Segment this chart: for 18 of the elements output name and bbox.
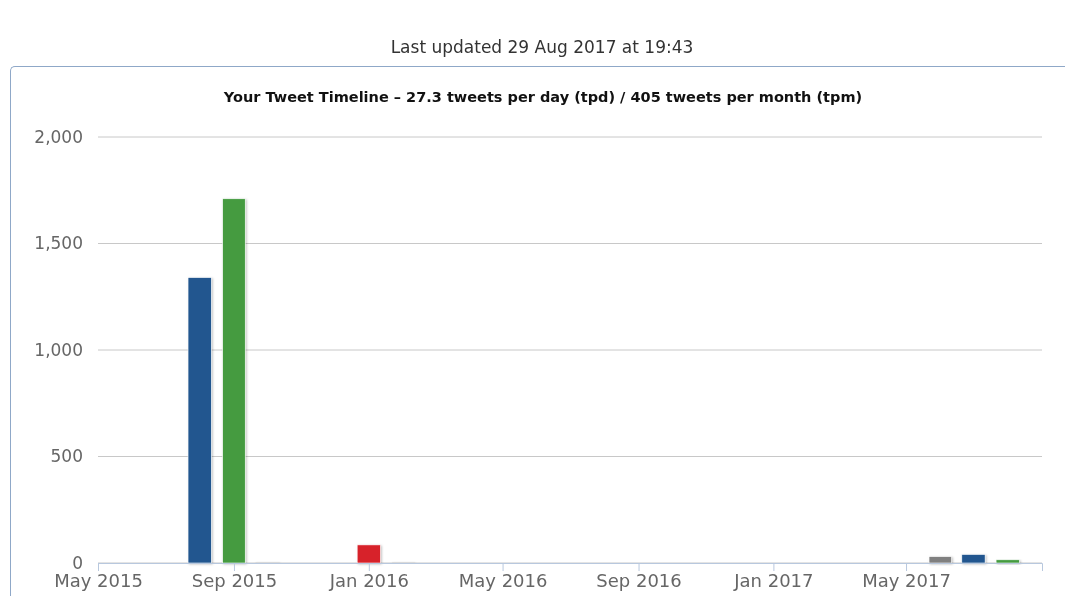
x-tick-label: May 2017 [862, 569, 951, 591]
bar [187, 277, 212, 564]
y-tick-label: 500 [50, 446, 83, 467]
bar [222, 198, 246, 564]
x-tick-label: Jan 2016 [328, 569, 409, 591]
bar [961, 554, 986, 564]
y-tick-label: 1,000 [34, 339, 83, 360]
bar [995, 559, 1020, 564]
x-tick-label: May 2016 [458, 569, 548, 591]
x-tick-label: Jan 2017 [733, 569, 814, 591]
bar [356, 544, 381, 564]
chart-subtitle: Last updated 29 Aug 2017 at 19:43 [390, 37, 694, 57]
y-tick-label: 2,000 [34, 126, 83, 147]
chart-title: Your Tweet Timeline – 27.3 tweets per day (tpd) / 405 tweets per month (tpm) [222, 89, 863, 105]
x-tick-label: Sep 2016 [596, 569, 682, 591]
bar [928, 556, 952, 564]
y-tick-label: 1,500 [34, 233, 83, 254]
x-tick-label: Sep 2015 [191, 569, 278, 591]
